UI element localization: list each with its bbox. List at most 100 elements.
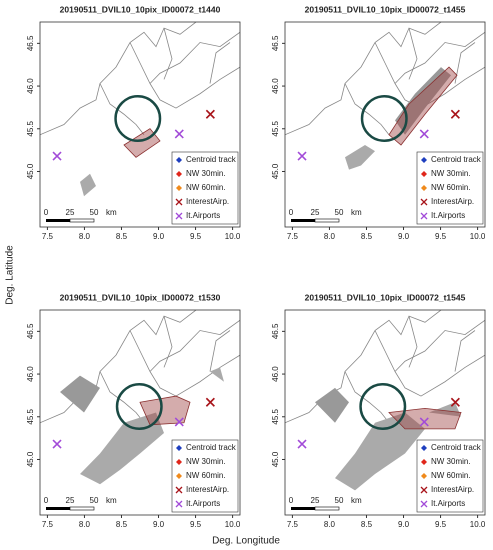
precip-cell [80,173,96,197]
x-tick-label: 7.5 [287,232,299,241]
y-tick-label: 45.0 [26,163,35,179]
x-tick-label: 10.0 [225,232,241,241]
scalebar-label: 0 [289,208,294,217]
border-line [454,42,476,84]
legend-label: It.Airports [186,211,220,220]
x-tick-label: 9.0 [398,520,410,529]
y-tick-label: 46.5 [26,35,35,51]
y-tick-label: 46.0 [26,366,35,382]
scalebar-white [69,218,95,223]
border-line [454,330,476,372]
y-tick-label: 46.0 [26,78,35,94]
scalebar-black [46,219,70,222]
scalebar-label: 25 [311,208,320,217]
legend-marker [420,500,428,508]
airport [52,439,62,449]
panel-title: 20190511_DVIL10_10pix_ID00072_t1530 [60,292,221,302]
legend-label: NW 30min. [186,457,226,466]
legend-marker [421,473,427,479]
legend-label: Centroid track [431,155,482,164]
border-line [408,28,418,80]
scalebar-label: km [351,496,362,505]
legend-label: NW 60min. [431,183,471,192]
legend-marker [176,185,182,191]
precip-cell [335,412,425,491]
airport [297,439,307,449]
legend-marker [176,473,182,479]
x-tick-label: 9.0 [153,232,165,241]
legend-marker [175,198,183,206]
scalebar-label: 50 [90,496,99,505]
y-tick-label: 45.5 [26,120,35,136]
x-tick-label: 8.5 [116,232,128,241]
scalebar-label: km [106,208,117,217]
map-panel: 20190511_DVIL10_10pix_ID00072_t1545 7.5 8.… [271,292,486,529]
legend-marker [176,459,182,465]
legend-marker [420,212,428,220]
x-tick-label: 9.5 [435,520,447,529]
x-axis-label: Deg. Longitude [212,536,280,547]
legend-marker [175,212,183,220]
legend-label: InterestAirp. [186,197,229,206]
interest-airport [450,397,460,407]
plot-frame [39,309,241,516]
y-axis-label: Deg. Latitude [5,245,16,305]
range-circle [360,95,408,142]
scalebar-label: 25 [311,496,320,505]
legend-marker [420,198,428,206]
legend-label: NW 30min. [431,169,471,178]
x-tick-label: 9.0 [153,520,165,529]
border-line [344,83,390,135]
range-circle [115,383,163,430]
range-circle [114,95,162,142]
legend-box [171,151,239,225]
border-line [99,83,145,135]
x-tick-label: 9.0 [398,232,410,241]
x-tick-label: 9.5 [435,232,447,241]
nowcast-area [139,395,191,426]
legend-label: NW 30min. [186,169,226,178]
map-layer [285,310,485,491]
scalebar-white [314,506,340,511]
x-tick-label: 8.5 [361,520,373,529]
precip-cell [210,367,224,382]
scalebar-label: km [351,208,362,217]
border-line [99,371,145,423]
legend-marker [175,500,183,508]
y-tick-label: 45.0 [271,451,280,467]
border-line [149,319,240,372]
precip-cell [60,375,100,413]
map-panel: 20190511_DVIL10_10pix_ID00072_t1440 7.5 8.… [26,4,241,241]
y-tick-label: 46.5 [271,323,280,339]
precip-cell [315,387,349,423]
panel-title: 20190511_DVIL10_10pix_ID00072_t1455 [305,4,466,14]
legend-label: InterestAirp. [431,485,474,494]
border-line [209,42,231,84]
interest-airport [450,109,460,119]
airport [174,129,184,139]
legend-label: InterestAirp. [431,197,474,206]
precip-cell [429,402,461,417]
border-line [129,42,240,109]
legend-marker [175,486,183,494]
y-tick-label: 45.5 [271,120,280,136]
scalebar-label: 50 [335,496,344,505]
x-tick-label: 9.5 [190,232,202,241]
legend-label: NW 30min. [431,457,471,466]
scalebar-label: 25 [66,208,75,217]
x-tick-label: 8.0 [79,520,91,529]
panel-title: 20190511_DVIL10_10pix_ID00072_t1545 [305,292,466,302]
legend-marker [421,459,427,465]
x-tick-label: 9.5 [190,520,202,529]
x-tick-label: 10.0 [225,520,241,529]
x-tick-label: 8.5 [361,232,373,241]
legend-label: Centroid track [186,443,237,452]
x-tick-label: 8.0 [324,232,336,241]
scalebar-label: 0 [44,208,49,217]
x-tick-label: 8.0 [324,520,336,529]
x-tick-label: 8.5 [116,520,128,529]
map-layer [40,310,240,485]
legend-label: NW 60min. [186,471,226,480]
nowcast-area [388,407,462,430]
